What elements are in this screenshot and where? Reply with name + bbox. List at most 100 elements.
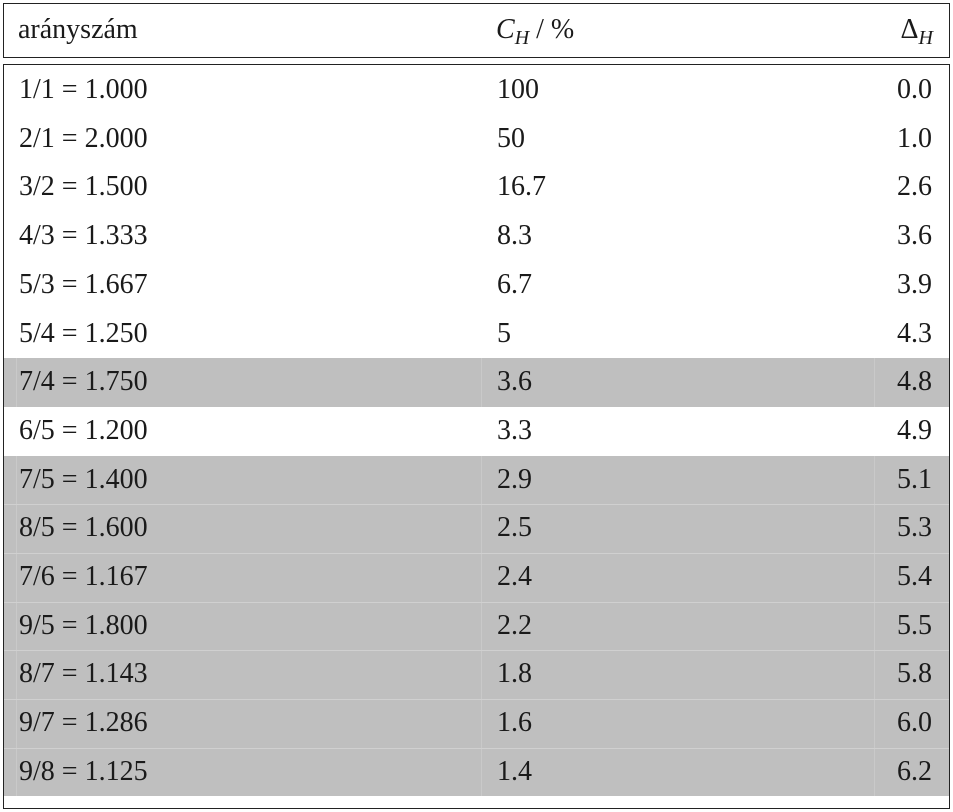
column-separator <box>874 601 875 651</box>
ch-cell: 3.6 <box>497 366 532 398</box>
ch-cell: 5 <box>497 317 511 349</box>
ch-cell: 3.3 <box>497 414 532 446</box>
dh-cell: 5.4 <box>897 561 932 592</box>
header-ch-subscript: H <box>514 27 530 49</box>
column-separator <box>874 553 875 602</box>
dh-cell: 3.6 <box>897 220 932 252</box>
dh-cell: 5.8 <box>897 658 932 690</box>
ratio-cell: 7/6 = 1.167 <box>19 561 148 592</box>
ch-cell: 1.4 <box>497 755 532 787</box>
dh-cell: 6.2 <box>897 755 932 787</box>
dh-cell: 5.3 <box>897 512 932 544</box>
ratio-cell: 7/4 = 1.750 <box>19 366 148 398</box>
table-row: 4/3 = 1.333 8.3 3.6 <box>4 212 949 261</box>
ratio-cell: 6/5 = 1.200 <box>19 414 148 446</box>
dh-cell: 3.9 <box>897 268 932 300</box>
column-separator <box>874 699 875 748</box>
ratio-cell: 3/2 = 1.500 <box>19 171 148 203</box>
column-separator <box>16 553 17 602</box>
dh-cell: 4.9 <box>897 414 932 446</box>
row-divider <box>4 504 949 506</box>
table-row: 8/5 = 1.600 2.5 5.3 <box>4 504 949 553</box>
column-separator <box>16 455 17 505</box>
dh-cell: 2.6 <box>897 171 932 203</box>
table-header: arányszám CH / % ΔH <box>3 3 950 58</box>
table-row: 3/2 = 1.500 16.7 2.6 <box>4 163 949 212</box>
column-separator <box>874 747 875 797</box>
column-separator <box>481 358 482 407</box>
header-dh: ΔH <box>901 6 933 54</box>
column-separator <box>874 504 875 553</box>
header-dh-symbol: Δ <box>900 14 919 45</box>
dh-cell: 1.0 <box>897 122 932 154</box>
column-separator <box>481 747 482 797</box>
column-separator <box>481 650 482 700</box>
ch-cell: 100 <box>497 74 539 105</box>
ch-cell: 2.5 <box>497 512 532 544</box>
dh-cell: 5.5 <box>897 609 932 641</box>
header-ratio: arányszám <box>18 14 138 45</box>
dh-cell: 5.1 <box>897 463 932 495</box>
header-ch-symbol: C <box>496 14 515 45</box>
ratio-cell: 9/7 = 1.286 <box>19 707 148 739</box>
table-row: 9/5 = 1.800 2.2 5.5 <box>4 601 949 651</box>
row-divider <box>4 699 949 701</box>
column-separator <box>874 455 875 505</box>
row-divider <box>4 553 949 554</box>
column-separator <box>874 358 875 407</box>
column-separator <box>481 553 482 602</box>
ratio-cell: 4/3 = 1.333 <box>19 220 148 252</box>
table-row: 5/4 = 1.250 5 4.3 <box>4 310 949 359</box>
table-row: 7/4 = 1.750 3.6 4.8 <box>4 358 949 407</box>
column-separator <box>16 358 17 407</box>
ch-cell: 6.7 <box>497 268 532 300</box>
ch-cell: 8.3 <box>497 220 532 252</box>
ratio-cell: 1/1 = 1.000 <box>19 74 148 105</box>
row-divider <box>4 747 949 749</box>
column-separator <box>16 650 17 700</box>
table-row: 6/5 = 1.200 3.3 4.9 <box>4 407 949 456</box>
table-row: 7/6 = 1.167 2.4 5.4 <box>4 553 949 602</box>
ratio-cell: 8/7 = 1.143 <box>19 658 148 690</box>
column-separator <box>481 601 482 651</box>
header-ch-unit: / % <box>529 14 575 45</box>
table-row: 7/5 = 1.400 2.9 5.1 <box>4 455 949 505</box>
table-row: 8/7 = 1.143 1.8 5.8 <box>4 650 949 700</box>
column-separator <box>481 504 482 553</box>
table-row: 1/1 = 1.000 100 0.0 <box>4 66 949 115</box>
header-dh-subscript: H <box>918 27 933 49</box>
ratio-cell: 5/3 = 1.667 <box>19 268 148 300</box>
ch-cell: 2.9 <box>497 463 532 495</box>
ratio-cell: 9/8 = 1.125 <box>19 755 148 787</box>
table-row: 2/1 = 2.000 50 1.0 <box>4 115 949 164</box>
column-separator <box>16 747 17 797</box>
column-separator <box>16 699 17 748</box>
dh-cell: 6.0 <box>897 707 932 739</box>
dh-cell: 0.0 <box>897 74 932 105</box>
ratio-cell: 5/4 = 1.250 <box>19 317 148 349</box>
ch-cell: 1.6 <box>497 707 532 739</box>
column-separator <box>16 504 17 553</box>
ratio-cell: 7/5 = 1.400 <box>19 463 148 495</box>
table-body: 1/1 = 1.000 100 0.0 2/1 = 2.000 50 1.0 3/2 = 1… <box>3 64 950 809</box>
ch-cell: 2.2 <box>497 609 532 641</box>
table-row: 5/3 = 1.667 6.7 3.9 <box>4 261 949 310</box>
table-row: 9/7 = 1.286 1.6 6.0 <box>4 699 949 748</box>
column-separator <box>874 650 875 700</box>
dh-cell: 4.3 <box>897 317 932 349</box>
dh-cell: 4.8 <box>897 366 932 398</box>
ch-cell: 1.8 <box>497 658 532 690</box>
row-divider <box>4 601 949 603</box>
ratio-cell: 8/5 = 1.600 <box>19 512 148 544</box>
table-row: 9/8 = 1.125 1.4 6.2 <box>4 747 949 797</box>
ch-cell: 50 <box>497 122 525 154</box>
column-separator <box>16 601 17 651</box>
column-separator <box>481 455 482 505</box>
ch-cell: 2.4 <box>497 561 532 592</box>
column-separator <box>481 699 482 748</box>
ratio-cell: 2/1 = 2.000 <box>19 122 148 154</box>
row-divider <box>4 650 949 652</box>
ch-cell: 16.7 <box>497 171 546 203</box>
ratio-cell: 9/5 = 1.800 <box>19 609 148 641</box>
header-ch: CH / % <box>496 6 574 54</box>
